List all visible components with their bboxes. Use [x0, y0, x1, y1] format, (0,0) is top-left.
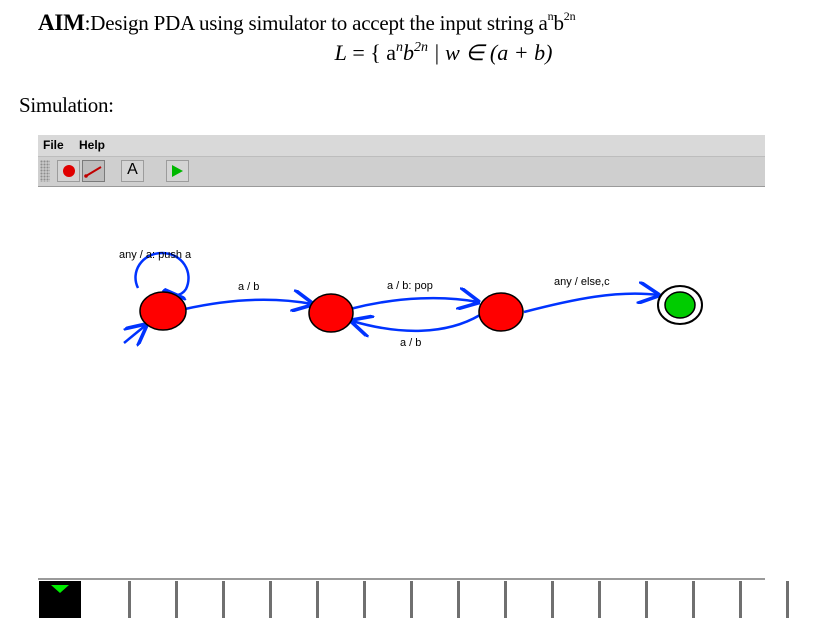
- aim-heading: AIM:Design PDA using simulator to accept…: [38, 9, 576, 36]
- tape-cell-divider: [692, 581, 695, 618]
- label-q2-q3: any / else,c: [554, 276, 610, 288]
- tape-cell-divider: [598, 581, 601, 618]
- tape-head-icon: [51, 585, 69, 593]
- label-q0-q1: a / b: [238, 281, 259, 293]
- transition-tool-button[interactable]: [82, 160, 105, 182]
- tape-cell-divider: [175, 581, 178, 618]
- formula-rest: | w ∈ (a + b): [428, 40, 553, 65]
- transition-q0-q1: [184, 300, 312, 309]
- tape-cell-divider: [316, 581, 319, 618]
- play-icon: [172, 165, 183, 177]
- menu-file[interactable]: File: [43, 138, 64, 152]
- aim-sup-n: n: [547, 9, 554, 23]
- tape-cell-divider: [128, 581, 131, 618]
- state-q0[interactable]: [139, 291, 187, 331]
- tape-top-border: [38, 578, 765, 580]
- tape-cell-divider: [222, 581, 225, 618]
- formula-b: b: [403, 40, 415, 65]
- state-q1[interactable]: [308, 293, 354, 333]
- label-self-loop: any / a: push a: [119, 249, 192, 261]
- tape-cell-head[interactable]: [39, 581, 81, 618]
- formula-l: L: [334, 40, 347, 65]
- run-tool-button[interactable]: [166, 160, 189, 182]
- language-formula: L = { anb2n | w ∈ (a + b): [0, 40, 829, 66]
- tape-cell-divider: [457, 581, 460, 618]
- tape-cell-divider: [645, 581, 648, 618]
- aim-b: b: [553, 11, 564, 35]
- tape-cell-divider: [363, 581, 366, 618]
- state-q2[interactable]: [478, 292, 524, 332]
- toolbar-grip-icon[interactable]: [40, 160, 50, 182]
- tape-cell-divider: [786, 581, 789, 618]
- tape-cell-divider: [739, 581, 742, 618]
- tape-cell-divider: [504, 581, 507, 618]
- red-dot-icon: [62, 165, 75, 177]
- formula-n: n: [396, 40, 404, 55]
- menu-bar: File Help: [38, 135, 765, 157]
- initial-arrow: [124, 325, 146, 343]
- letter-a-icon: A: [127, 161, 138, 178]
- tape-cell-divider: [410, 581, 413, 618]
- pda-simulator: File Help A: [38, 135, 789, 618]
- aim-label: AIM: [38, 10, 85, 35]
- transition-q2-q3: [523, 294, 658, 314]
- menu-help[interactable]: Help: [79, 138, 106, 152]
- formula-2n: 2n: [414, 40, 429, 55]
- aim-text: :Design PDA using simulator to accept th…: [84, 11, 548, 35]
- label-q1-q2: a / b: pop: [387, 280, 433, 292]
- simulation-heading: Simulation:: [19, 93, 114, 117]
- tape-cell-divider: [551, 581, 554, 618]
- toolbar: A: [38, 157, 765, 187]
- final-inner-circle: [664, 291, 696, 319]
- pda-canvas[interactable]: any / a: push a a / b a / b: pop a / b a…: [38, 187, 765, 527]
- transition-q2-q1: [352, 313, 481, 331]
- formula-eq: = { a: [346, 40, 397, 65]
- label-q2-q1: a / b: [400, 337, 421, 349]
- label-tool-button[interactable]: A: [121, 160, 144, 182]
- input-tape: [38, 578, 789, 618]
- aim-sup-2n: 2n: [563, 9, 576, 23]
- transition-q1-q2: [349, 298, 478, 309]
- tape-cell-divider: [269, 581, 272, 618]
- arrow-line-icon: [83, 166, 102, 178]
- state-tool-button[interactable]: [57, 160, 80, 182]
